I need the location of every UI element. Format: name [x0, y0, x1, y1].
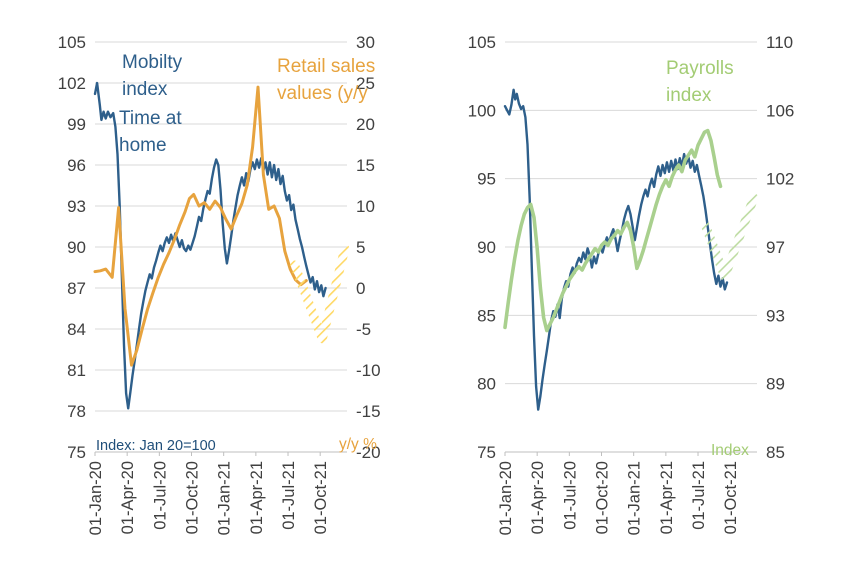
- svg-text:-15: -15: [356, 402, 381, 421]
- svg-text:93: 93: [67, 197, 86, 216]
- svg-text:87: 87: [67, 279, 86, 298]
- svg-text:01-Jan-20: 01-Jan-20: [87, 461, 105, 535]
- payrolls-index-label: Payrolls index: [666, 58, 734, 106]
- svg-text:20: 20: [356, 115, 375, 134]
- svg-text:01-Jul-21: 01-Jul-21: [690, 461, 708, 530]
- svg-text:25: 25: [356, 74, 375, 93]
- svg-text:01-Oct-20: 01-Oct-20: [594, 461, 612, 534]
- index-base-note: Index: Jan 20=100: [96, 438, 216, 454]
- svg-text:85: 85: [477, 306, 496, 325]
- svg-text:89: 89: [766, 375, 785, 394]
- svg-text:78: 78: [67, 402, 86, 421]
- svg-text:75: 75: [477, 443, 496, 462]
- svg-text:100: 100: [468, 101, 496, 120]
- svg-text:01-Jul-21: 01-Jul-21: [280, 461, 298, 530]
- svg-text:15: 15: [356, 156, 375, 175]
- svg-text:01-Apr-21: 01-Apr-21: [658, 461, 676, 534]
- svg-text:01-Apr-21: 01-Apr-21: [248, 461, 266, 534]
- svg-text:97: 97: [766, 238, 785, 257]
- svg-text:01-Jul-20: 01-Jul-20: [151, 461, 169, 530]
- retail-sales-label: Retail sales values (y/y: [277, 56, 376, 104]
- svg-text:90: 90: [67, 238, 86, 257]
- svg-text:105: 105: [58, 33, 86, 52]
- svg-text:0: 0: [356, 279, 365, 298]
- svg-text:99: 99: [67, 115, 86, 134]
- svg-text:5: 5: [356, 238, 365, 257]
- mobility-index-label: Mobilty index: [122, 52, 183, 100]
- svg-text:105: 105: [468, 33, 496, 52]
- index-note-right: Index: [711, 442, 749, 459]
- svg-text:81: 81: [67, 361, 86, 380]
- svg-text:-10: -10: [356, 361, 381, 380]
- svg-text:85: 85: [766, 443, 785, 462]
- svg-text:102: 102: [766, 170, 794, 189]
- svg-text:01-Jan-20: 01-Jan-20: [497, 461, 515, 535]
- svg-text:01-Apr-20: 01-Apr-20: [119, 461, 137, 534]
- svg-text:96: 96: [67, 156, 86, 175]
- svg-text:102: 102: [58, 74, 86, 93]
- svg-text:75: 75: [67, 443, 86, 462]
- svg-text:10: 10: [356, 197, 375, 216]
- svg-text:93: 93: [766, 306, 785, 325]
- svg-text:01-Jan-21: 01-Jan-21: [216, 461, 234, 535]
- svg-text:-20: -20: [356, 443, 381, 462]
- svg-text:110: 110: [766, 33, 793, 52]
- svg-text:01-Oct-20: 01-Oct-20: [184, 461, 202, 534]
- svg-text:95: 95: [477, 170, 496, 189]
- svg-text:-5: -5: [356, 320, 371, 339]
- svg-text:01-Jan-21: 01-Jan-21: [626, 461, 644, 535]
- svg-text:90: 90: [477, 238, 496, 257]
- time-at-home-label: Time at home: [119, 108, 182, 156]
- svg-text:84: 84: [67, 320, 86, 339]
- svg-text:80: 80: [477, 375, 496, 394]
- svg-text:01-Oct-21: 01-Oct-21: [722, 461, 740, 534]
- svg-text:01-Oct-21: 01-Oct-21: [312, 461, 330, 534]
- svg-text:01-Apr-20: 01-Apr-20: [529, 461, 547, 534]
- yy-percent-note: y/y %: [339, 436, 377, 453]
- svg-text:01-Jul-20: 01-Jul-20: [561, 461, 579, 530]
- svg-text:30: 30: [356, 33, 375, 52]
- svg-text:106: 106: [766, 101, 794, 120]
